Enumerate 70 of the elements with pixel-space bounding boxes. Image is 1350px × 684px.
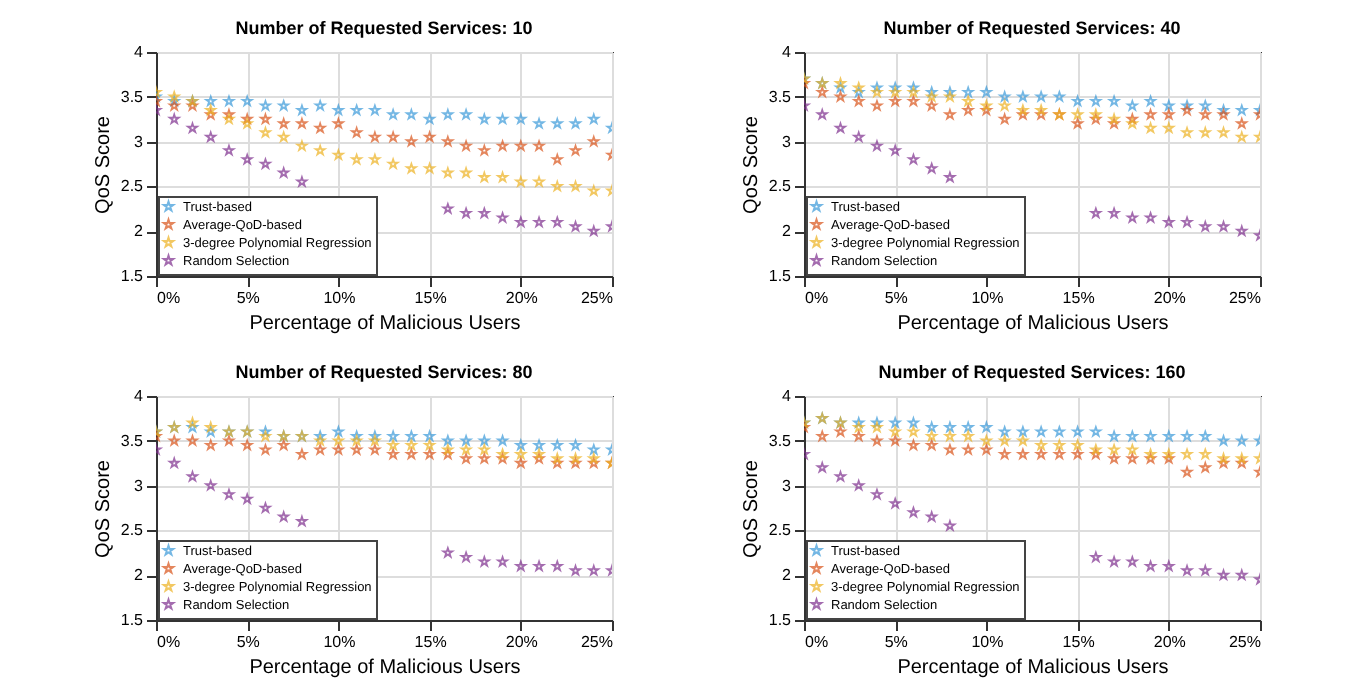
y-tick-label: 4: [782, 387, 793, 405]
y-tick-label: 1.5: [120, 611, 145, 629]
x-tick-label: 25%: [580, 289, 613, 307]
y-tick-label: 1.5: [768, 611, 793, 629]
y-tick-label: 1.5: [768, 267, 793, 285]
y-tick-label: 2.5: [120, 177, 145, 196]
y-tick-label: 2: [782, 566, 793, 585]
x-tick-label: 5%: [884, 633, 908, 651]
chart-title: Number of Requested Services: 10: [235, 18, 533, 38]
y-tick-label: 3.5: [768, 431, 793, 450]
y-tick-label: 3: [782, 132, 793, 151]
y-axis-title: QoS Score: [92, 115, 115, 214]
chart-title: Number of Requested Services: 80: [235, 362, 533, 382]
x-tick-label: 10%: [323, 633, 356, 651]
x-tick-label: 0%: [157, 289, 181, 307]
y-tick-label: 3.5: [120, 431, 145, 450]
y-tick-label: 2.5: [120, 521, 145, 540]
y-tick-label: 2.5: [768, 177, 793, 196]
y-axis-title: QoS Score: [92, 459, 115, 558]
x-axis-title: Percentage of Malicious Users: [249, 313, 521, 335]
y-axis-title: QoS Score: [740, 459, 763, 558]
x-tick-label: 15%: [414, 289, 447, 307]
y-axis-title: QoS Score: [740, 115, 763, 214]
x-tick-label: 10%: [323, 289, 356, 307]
point: [223, 144, 235, 156]
x-tick-label: 20%: [1153, 289, 1186, 307]
y-tick-label: 3: [134, 132, 145, 151]
y-tick-label: 4: [782, 43, 793, 61]
point: [871, 421, 883, 433]
point: [871, 488, 883, 500]
point: [944, 421, 956, 433]
x-axis-title: Percentage of Malicious Users: [897, 657, 1169, 679]
x-tick-label: 5%: [236, 289, 260, 307]
x-tick-label: 10%: [971, 633, 1004, 651]
y-tick-label: 2: [134, 566, 145, 585]
x-tick-label: 10%: [971, 289, 1004, 307]
x-tick-label: 20%: [505, 633, 538, 651]
x-tick-label: 15%: [1062, 633, 1095, 651]
y-tick-label: 3: [782, 476, 793, 495]
x-tick-label: 0%: [805, 289, 829, 307]
y-tick-label: 4: [134, 43, 145, 61]
y-tick-label: 4: [134, 387, 145, 405]
y-tick-label: 2: [782, 222, 793, 241]
y-tick-label: 3: [134, 476, 145, 495]
point: [944, 430, 956, 442]
x-tick-label: 0%: [157, 633, 181, 651]
y-tick-label: 3.5: [768, 87, 793, 106]
x-tick-label: 5%: [236, 633, 260, 651]
x-tick-label: 0%: [805, 633, 829, 651]
x-tick-label: 15%: [1062, 289, 1095, 307]
x-tick-label: 5%: [884, 289, 908, 307]
y-tick-label: 2.5: [768, 521, 793, 540]
point: [1181, 430, 1193, 442]
x-tick-label: 15%: [414, 633, 447, 651]
chart-title: Number of Requested Services: 40: [883, 18, 1181, 38]
x-tick-label: 25%: [1228, 633, 1261, 651]
point: [1108, 430, 1120, 442]
x-axis-title: Percentage of Malicious Users: [249, 657, 521, 679]
x-tick-label: 25%: [1228, 289, 1261, 307]
point: [871, 86, 883, 98]
y-tick-label: 1.5: [120, 267, 145, 285]
y-tick-label: 2: [134, 222, 145, 241]
y-tick-label: 3.5: [120, 87, 145, 106]
x-tick-label: 20%: [505, 289, 538, 307]
x-tick-label: 25%: [580, 633, 613, 651]
point: [944, 86, 956, 98]
point: [223, 488, 235, 500]
chart-title: Number of Requested Services: 160: [878, 362, 1186, 382]
x-axis-title: Percentage of Malicious Users: [897, 313, 1169, 335]
x-tick-label: 20%: [1153, 633, 1186, 651]
